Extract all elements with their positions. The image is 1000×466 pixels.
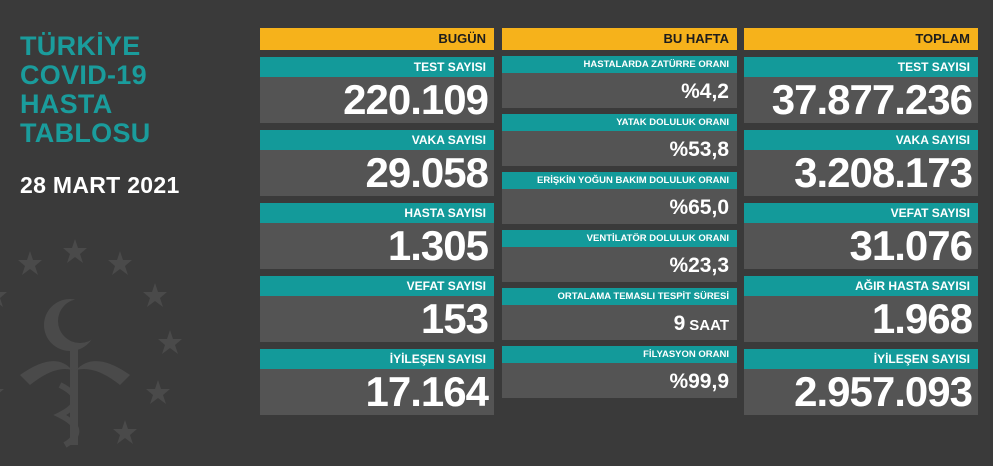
card-value: 1.968	[744, 296, 978, 342]
card-label: VAKA SAYISI	[744, 130, 978, 150]
total-case-card: VAKA SAYISI 3.208.173	[744, 130, 978, 196]
value-text: %99,9	[669, 370, 729, 393]
total-critical-card: AĞIR HASTA SAYISI 1.968	[744, 276, 978, 342]
value-text: %23,3	[669, 254, 729, 277]
card-label: TEST SAYISI	[260, 57, 494, 77]
card-value: 29.058	[260, 150, 494, 196]
today-header: BUGÜN	[260, 28, 494, 50]
dashboard-title: TÜRKİYE COVID-19 HASTA TABLOSU	[20, 32, 151, 148]
card-label: TEST SAYISI	[744, 57, 978, 77]
card-value: %4,2	[502, 73, 737, 108]
title-line: TABLOSU	[20, 118, 151, 148]
icu-occupancy-card: ERİŞKİN YOĞUN BAKIM DOLULUK ORANI %65,0	[502, 172, 737, 224]
card-label: HASTALARDA ZATÜRRE ORANI	[502, 56, 737, 73]
value-text: %53,8	[669, 138, 729, 161]
title-line: COVID-19	[20, 60, 147, 90]
today-patient-card: HASTA SAYISI 1.305	[260, 203, 494, 269]
card-label: AĞIR HASTA SAYISI	[744, 276, 978, 296]
card-value: 9 SAAT	[502, 305, 737, 340]
card-value: 220.109	[260, 77, 494, 123]
card-label: ERİŞKİN YOĞUN BAKIM DOLULUK ORANI	[502, 172, 737, 189]
total-test-card: TEST SAYISI 37.877.236	[744, 57, 978, 123]
card-value: %65,0	[502, 189, 737, 224]
total-header: TOPLAM	[744, 28, 978, 50]
title-line: TÜRKİYE	[20, 31, 141, 61]
today-column: BUGÜN TEST SAYISI 220.109 VAKA SAYISI 29…	[260, 28, 494, 415]
card-label: İYİLEŞEN SAYISI	[744, 349, 978, 369]
card-label: VAKA SAYISI	[260, 130, 494, 150]
today-recovered-card: İYİLEŞEN SAYISI 17.164	[260, 349, 494, 415]
value-text: 9	[673, 312, 686, 335]
card-value: 1.305	[260, 223, 494, 269]
card-label: İYİLEŞEN SAYISI	[260, 349, 494, 369]
card-value: %23,3	[502, 247, 737, 282]
bed-occupancy-card: YATAK DOLULUK ORANI %53,8	[502, 114, 737, 166]
today-case-card: VAKA SAYISI 29.058	[260, 130, 494, 196]
card-label: ORTALAMA TEMASLI TESPİT SÜRESİ	[502, 288, 737, 305]
card-label: YATAK DOLULUK ORANI	[502, 114, 737, 131]
card-value: 31.076	[744, 223, 978, 269]
value-text: %4,2	[681, 80, 729, 103]
total-column: TOPLAM TEST SAYISI 37.877.236 VAKA SAYIS…	[744, 28, 978, 415]
value-unit: SAAT	[689, 317, 729, 334]
filiation-rate-card: FİLYASYON ORANI %99,9	[502, 346, 737, 398]
pneumonia-rate-card: HASTALARDA ZATÜRRE ORANI %4,2	[502, 56, 737, 108]
total-death-card: VEFAT SAYISI 31.076	[744, 203, 978, 269]
today-test-card: TEST SAYISI 220.109	[260, 57, 494, 123]
card-label: HASTA SAYISI	[260, 203, 494, 223]
today-death-card: VEFAT SAYISI 153	[260, 276, 494, 342]
card-value: 37.877.236	[744, 77, 978, 123]
report-date: 28 MART 2021	[20, 172, 180, 198]
card-value: %99,9	[502, 363, 737, 398]
card-value: 17.164	[260, 369, 494, 415]
card-label: FİLYASYON ORANI	[502, 346, 737, 363]
card-label: VEFAT SAYISI	[260, 276, 494, 296]
card-label: VENTİLATÖR DOLULUK ORANI	[502, 230, 737, 247]
card-value: 153	[260, 296, 494, 342]
title-line: HASTA	[20, 89, 113, 119]
ministry-emblem-icon	[0, 239, 182, 448]
value-text: %65,0	[669, 196, 729, 219]
this-week-column: BU HAFTA HASTALARDA ZATÜRRE ORANI %4,2 Y…	[502, 28, 737, 398]
contact-tracing-time-card: ORTALAMA TEMASLI TESPİT SÜRESİ 9 SAAT	[502, 288, 737, 340]
total-recovered-card: İYİLEŞEN SAYISI 2.957.093	[744, 349, 978, 415]
card-label: VEFAT SAYISI	[744, 203, 978, 223]
card-value: %53,8	[502, 131, 737, 166]
card-value: 2.957.093	[744, 369, 978, 415]
this-week-header: BU HAFTA	[502, 28, 737, 50]
card-value: 3.208.173	[744, 150, 978, 196]
ventilator-occupancy-card: VENTİLATÖR DOLULUK ORANI %23,3	[502, 230, 737, 282]
